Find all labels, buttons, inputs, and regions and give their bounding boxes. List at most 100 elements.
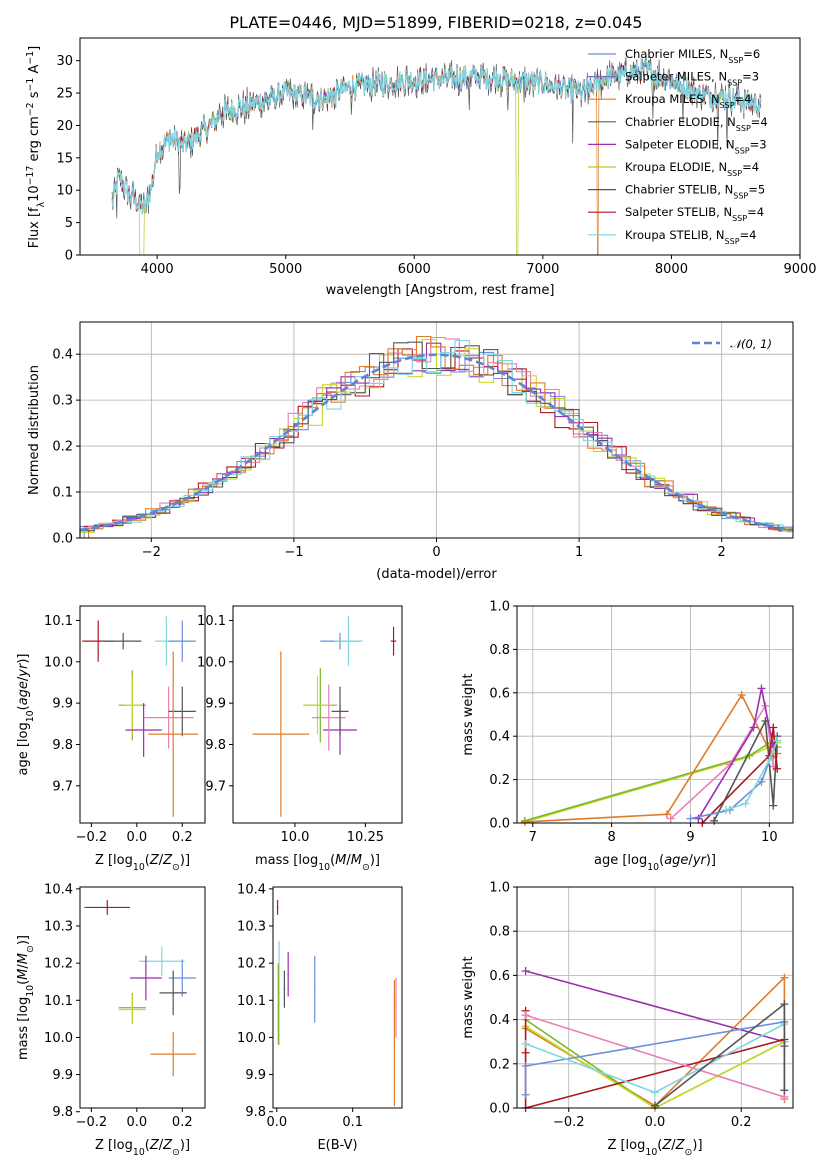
spectrum-line (111, 58, 762, 256)
x-tick-label: 2 (718, 545, 726, 560)
legend-entry-text: Salpeter STELIB, N (625, 205, 732, 219)
massweight-line (701, 727, 778, 824)
x-axis-label-part: ( (657, 1138, 662, 1153)
legend-entry: Chabrier ELODIE, NSSP=4 (625, 115, 768, 133)
y-axis-label: mass weight (461, 673, 476, 755)
residual-histogram-panel: −2 −1 0 1 2 0.0 0.1 0.2 0.3 0.4 𝒩(0, 1) (data-model… (27, 321, 794, 582)
y-axis-label-part: M (16, 969, 31, 980)
y-axis-label-part: 10 (27, 185, 42, 202)
x-axis-label-part: / (346, 853, 351, 868)
legend-entry-sub: SSP (732, 214, 747, 223)
x-axis-label: wavelength [Angstrom, rest frame] (326, 283, 555, 298)
y-tick-label: 9.8 (245, 1105, 266, 1120)
y-tick-label: 9.9 (52, 697, 73, 712)
legend-entry-sub: SSP (725, 236, 740, 245)
y-tick-label: 9.9 (52, 1068, 73, 1083)
legend-entry-sub: SSP (728, 56, 743, 65)
y-tick-label: 10.4 (44, 882, 73, 897)
y-tick-label: 9.7 (205, 779, 226, 794)
y-tick-label: 0.3 (52, 394, 73, 409)
x-axis-label-part: ⊙ (172, 862, 180, 873)
figure-title: PLATE=0446, MJD=51899, FIBERID=0218, z=0… (229, 13, 642, 32)
legend-entry-tail: =4 (735, 92, 752, 106)
y-tick-label: 0.6 (489, 686, 510, 701)
x-axis-label-part: E(B-V) (317, 1138, 357, 1153)
x-axis-label-part: )] (180, 853, 190, 868)
legend-entry: Chabrier STELIB, NSSP=5 (625, 183, 765, 201)
legend-entry-text: Salpeter MILES, N (625, 70, 727, 84)
y-axis-label-part: −1 (25, 78, 36, 92)
y-tick-label: 9.8 (205, 738, 226, 753)
y-tick-label: 5 (65, 216, 73, 231)
massweight-marker (780, 1086, 789, 1095)
legend-entry-sub: SSP (736, 123, 751, 132)
x-axis-label-part: )] (370, 853, 380, 868)
errorbar-points (252, 616, 397, 817)
errorbar-points (84, 900, 196, 1077)
x-tick-label: 0.2 (172, 1115, 193, 1130)
legend-entry-sub: SSP (733, 191, 748, 200)
y-tick-label: 0.8 (489, 643, 510, 658)
y-axis-label-part: A (27, 65, 42, 78)
x-axis-label: mass [log10(M/M⊙)] (255, 853, 380, 873)
x-tick-label: 10.25 (347, 830, 384, 845)
x-axis-label-part: )] (180, 1138, 190, 1153)
massweight-line (525, 1014, 785, 1098)
y-tick-label: 15 (56, 151, 73, 166)
x-axis-label-part: )] (692, 1138, 702, 1153)
y-axis-label-part: age (16, 681, 31, 705)
massweight-marker (686, 814, 695, 823)
x-axis-label-part: 10 (133, 862, 145, 873)
massweight-marker (761, 717, 770, 726)
massweight-marker (666, 814, 675, 823)
legend-entry-text: Kroupa MILES, N (625, 92, 720, 106)
massweight-marker (741, 799, 750, 808)
errorbar-points (276, 900, 397, 1107)
axes-frame (516, 605, 794, 824)
massweight-line (725, 740, 778, 811)
x-tick-label: 10.0 (280, 830, 309, 845)
legend-entry: Salpeter ELODIE, NSSP=3 (625, 137, 767, 155)
massweight-marker (521, 1048, 530, 1057)
x-axis-label-part: age [log (594, 853, 647, 868)
x-tick-label: 0.2 (731, 1115, 752, 1130)
histogram-series (83, 348, 793, 538)
axes-frame (232, 605, 403, 824)
y-tick-label: 25 (56, 87, 73, 102)
x-tick-label: 8000 (655, 262, 688, 277)
legend-entry-tail: =6 (743, 47, 760, 61)
x-axis-label-part: M (335, 853, 346, 868)
y-tick-label: 0 (65, 249, 73, 264)
legend-entry-text: Kroupa ELODIE, N (625, 160, 727, 174)
legend-entry-text: Chabrier MILES, N (625, 47, 728, 61)
y-tick-label: 0.0 (489, 1102, 510, 1117)
y-axis-label-part: 10 (25, 710, 36, 722)
x-axis-label-part: 10 (647, 862, 659, 873)
x-axis-label-part: / (671, 1138, 676, 1153)
x-tick-label: −2 (142, 545, 161, 560)
mass-vs-extinction-panel: 0.0 0.1 9.8 9.9 10.0 10.1 10.2 10.3 10.4 E(B-V) (237, 882, 403, 1153)
legend-entry: Kroupa STELIB, NSSP=4 (625, 228, 756, 246)
x-axis-label-part: / (159, 1138, 164, 1153)
x-tick-label: 0 (432, 545, 440, 560)
y-tick-label: 9.9 (205, 697, 226, 712)
legend-entry-sub: SSP (720, 101, 735, 110)
y-axis-label-part: −1 (25, 51, 36, 65)
y-tick-label: 0.4 (489, 730, 510, 745)
y-tick-label: 1.0 (489, 881, 510, 896)
legend-entry-sub: SSP (735, 146, 750, 155)
legend-entry-text: Kroupa STELIB, N (625, 228, 725, 242)
massweight-marker (749, 723, 758, 732)
x-axis-label: Z [log10(Z/Z⊙)] (95, 853, 190, 873)
massweight-line (670, 703, 775, 820)
y-tick-label: 10.1 (237, 994, 266, 1009)
massweight-marker (773, 736, 782, 745)
massweight-marker (780, 973, 789, 982)
massweight-marker (521, 1039, 530, 1048)
massweight-series (520, 684, 782, 827)
x-tick-label: −0.2 (76, 830, 108, 845)
x-axis-label: age [log10(age/yr)] (594, 853, 716, 873)
axes-frame (79, 37, 801, 256)
axes-frame (516, 886, 794, 1109)
